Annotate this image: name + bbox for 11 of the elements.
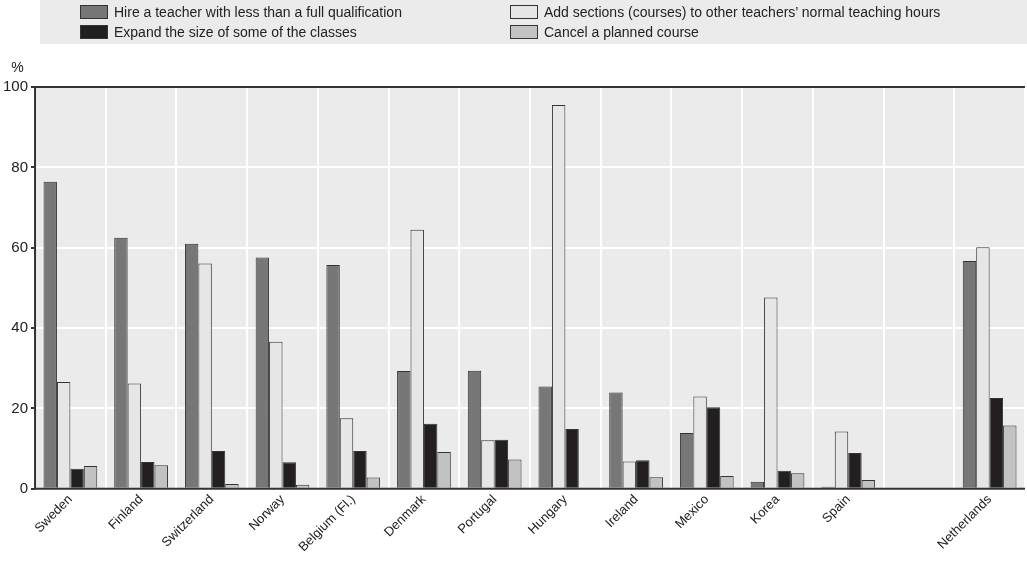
y-axis-title: % (11, 58, 24, 75)
y-tick-label: 100 (3, 77, 29, 95)
text: Add sections (courses) to other teachers’ normal teaching hours (544, 4, 941, 20)
legend-label: Hire a teacher with less than a full qualification (114, 4, 402, 20)
y-tick-label: 60 (11, 237, 29, 255)
y-tick-label: 40 (11, 318, 29, 336)
y-tick-label: 20 (11, 398, 29, 416)
y-tick-label: 0 (19, 479, 29, 497)
y-tick-label: 80 (11, 157, 29, 175)
legend-label: Cancel a planned course (544, 24, 699, 40)
legend-label: Expand the size of some of the classes (114, 24, 357, 40)
